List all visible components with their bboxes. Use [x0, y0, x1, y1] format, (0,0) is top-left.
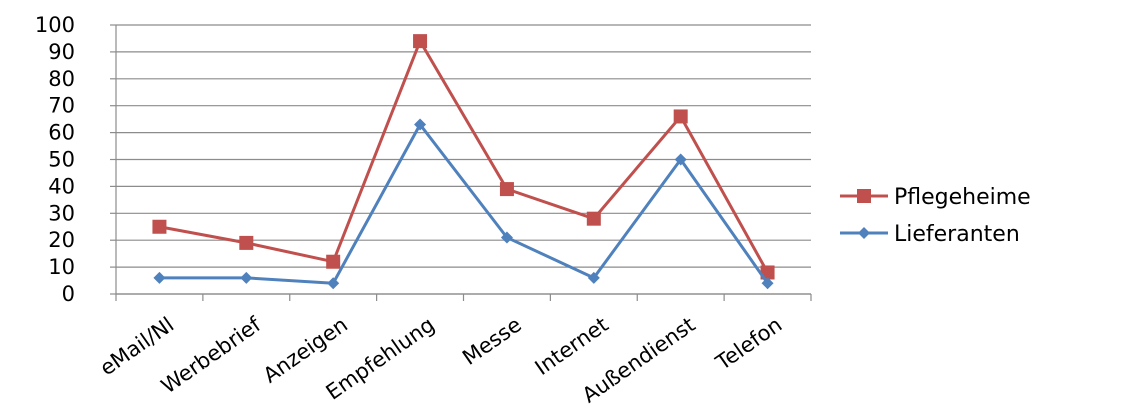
x-tick-label: Messe	[458, 312, 526, 369]
data-point-pflegeheime	[673, 109, 688, 124]
x-tick-label: Telefon	[711, 312, 787, 375]
y-tick-label: 100	[35, 13, 75, 37]
gridlines	[116, 24, 811, 295]
data-point-pflegeheime	[586, 211, 601, 226]
series-line-pflegeheime	[159, 39, 769, 274]
data-point-lieferanten	[761, 277, 774, 290]
legend-marker	[857, 189, 871, 203]
series-line-lieferanten	[159, 123, 769, 285]
data-point-pflegeheime	[499, 182, 514, 197]
y-tick-label: 80	[48, 67, 75, 91]
data-point-lieferanten	[500, 231, 513, 244]
y-tick-label: 90	[48, 40, 75, 64]
y-tick-label: 70	[48, 94, 75, 118]
y-tick-label: 50	[48, 148, 75, 172]
x-tick-label: Internet	[531, 312, 613, 379]
data-point-lieferanten	[414, 118, 427, 131]
data-point-pflegeheime	[152, 219, 167, 234]
series-layer	[152, 34, 775, 290]
data-point-pflegeheime	[413, 34, 428, 49]
data-point-lieferanten	[587, 271, 600, 284]
data-point-lieferanten	[240, 271, 253, 284]
y-tick-label: 20	[48, 228, 75, 252]
data-point-pflegeheime	[326, 254, 341, 269]
x-tick-label: eMail/Nl	[96, 312, 179, 380]
legend-label: Lieferanten	[894, 222, 1020, 247]
y-tick-label: 40	[48, 174, 75, 198]
data-point-lieferanten	[153, 271, 166, 284]
y-tick-label: 60	[48, 121, 75, 145]
y-tick-label: 10	[48, 255, 75, 279]
legend: Pflegeheime Lieferanten	[840, 185, 1031, 247]
data-point-lieferanten	[674, 153, 687, 166]
legend-marker	[858, 227, 870, 239]
data-point-pflegeheime	[239, 235, 254, 250]
y-tick-label: 30	[48, 201, 75, 225]
legend-label: Pflegeheime	[894, 185, 1031, 210]
y-tick-label: 0	[62, 282, 75, 306]
data-point-lieferanten	[327, 277, 340, 290]
